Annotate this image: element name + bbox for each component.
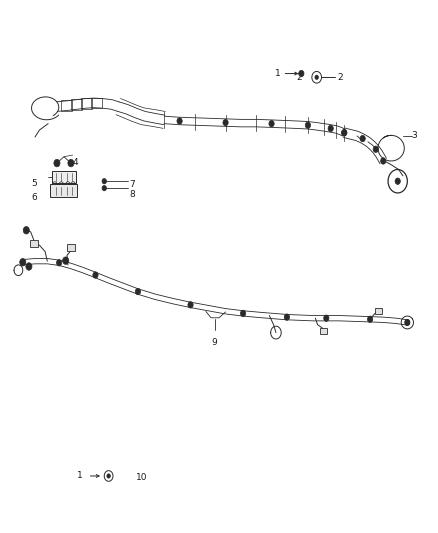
Circle shape xyxy=(373,146,378,152)
Circle shape xyxy=(223,119,228,126)
Text: 2: 2 xyxy=(337,73,343,82)
Circle shape xyxy=(93,272,98,278)
Circle shape xyxy=(395,178,400,184)
FancyBboxPatch shape xyxy=(320,328,327,334)
FancyBboxPatch shape xyxy=(67,244,75,251)
Circle shape xyxy=(54,159,60,167)
Circle shape xyxy=(57,260,62,266)
Circle shape xyxy=(68,159,74,167)
Circle shape xyxy=(299,70,304,77)
Circle shape xyxy=(23,227,29,234)
Circle shape xyxy=(328,125,333,132)
Circle shape xyxy=(240,310,246,317)
Circle shape xyxy=(315,75,318,79)
Text: 8: 8 xyxy=(129,190,135,199)
FancyBboxPatch shape xyxy=(30,240,38,247)
Circle shape xyxy=(269,120,274,127)
Text: 9: 9 xyxy=(212,338,218,346)
Text: 1: 1 xyxy=(77,472,82,480)
Text: 6: 6 xyxy=(32,193,37,201)
Circle shape xyxy=(63,257,69,264)
Circle shape xyxy=(405,319,410,326)
FancyBboxPatch shape xyxy=(375,308,382,314)
Text: 10: 10 xyxy=(136,473,147,481)
Circle shape xyxy=(405,320,410,325)
Text: 1: 1 xyxy=(275,69,280,78)
Circle shape xyxy=(305,122,311,128)
Text: 2: 2 xyxy=(297,73,302,82)
Circle shape xyxy=(188,302,193,308)
Text: 5: 5 xyxy=(32,180,37,188)
Circle shape xyxy=(342,130,347,136)
Circle shape xyxy=(26,263,32,270)
Circle shape xyxy=(381,158,386,164)
FancyBboxPatch shape xyxy=(52,171,76,183)
Circle shape xyxy=(135,288,141,295)
Circle shape xyxy=(20,259,26,266)
Text: 7: 7 xyxy=(129,181,135,189)
Circle shape xyxy=(102,185,106,191)
Circle shape xyxy=(324,315,329,321)
Circle shape xyxy=(102,179,106,184)
Circle shape xyxy=(342,130,347,136)
Circle shape xyxy=(360,135,365,142)
Circle shape xyxy=(107,474,110,478)
Circle shape xyxy=(367,316,373,322)
Circle shape xyxy=(177,118,182,124)
Text: 4: 4 xyxy=(72,158,78,167)
Text: 3: 3 xyxy=(412,132,417,140)
Circle shape xyxy=(284,314,290,320)
FancyBboxPatch shape xyxy=(50,184,77,197)
